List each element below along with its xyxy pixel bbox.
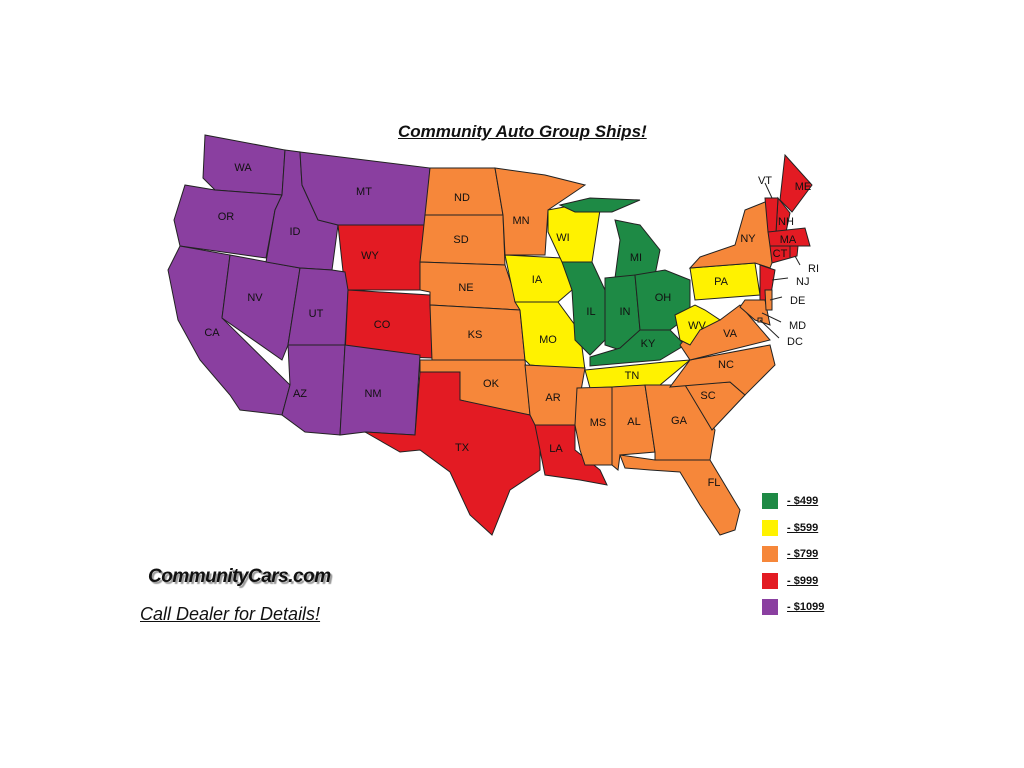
legend-label: - $1099 bbox=[787, 601, 825, 614]
state-label-nh: NH bbox=[778, 216, 794, 228]
state-label-ga: GA bbox=[671, 415, 688, 427]
state-label-ks: KS bbox=[468, 329, 483, 341]
state-label-nv: NV bbox=[247, 292, 263, 304]
state-label-wa: WA bbox=[234, 162, 252, 174]
legend-label: - $999 bbox=[787, 574, 819, 587]
state-label-mo: MO bbox=[539, 334, 557, 346]
leader-line-de bbox=[769, 296, 783, 301]
state-label-ct: CT bbox=[773, 248, 788, 260]
legend-swatch-orange bbox=[762, 546, 778, 563]
legend-swatch-yellow bbox=[762, 519, 778, 536]
legend-label: - $799 bbox=[787, 548, 819, 561]
state-label-nj: NJ bbox=[796, 276, 809, 288]
state-fl bbox=[619, 454, 741, 536]
state-label-ri: RI bbox=[808, 263, 819, 275]
state-label-me: ME bbox=[795, 181, 812, 193]
legend-label: - $599 bbox=[787, 521, 819, 534]
state-wy bbox=[337, 224, 426, 291]
state-label-sd: SD bbox=[453, 234, 468, 246]
state-label-mi: MI bbox=[630, 252, 642, 264]
state-label-ok: OK bbox=[483, 378, 500, 390]
state-label-nm: NM bbox=[364, 388, 381, 400]
legend-label: - $499 bbox=[787, 495, 819, 508]
state-label-ny: NY bbox=[740, 233, 756, 245]
state-mn bbox=[494, 167, 587, 256]
state-label-vt: VT bbox=[758, 175, 772, 187]
legend-swatch-purple bbox=[762, 599, 778, 616]
state-label-wv: WV bbox=[688, 320, 706, 332]
leader-line-ri bbox=[794, 255, 801, 266]
state-tn bbox=[584, 359, 692, 389]
state-label-nc: NC bbox=[718, 359, 734, 371]
leader-line-vt bbox=[764, 182, 773, 199]
state-il bbox=[561, 261, 606, 356]
legend-item-599: - $599 bbox=[762, 515, 824, 542]
state-label-ne: NE bbox=[458, 282, 473, 294]
state-label-tn: TN bbox=[625, 370, 640, 382]
state-wv bbox=[674, 304, 721, 346]
legend-item-499: - $499 bbox=[762, 488, 824, 515]
legend-swatch-red bbox=[762, 572, 778, 589]
legend-item-799: - $799 bbox=[762, 541, 824, 568]
state-label-az: AZ bbox=[293, 388, 307, 400]
legend-item-1099: - $1099 bbox=[762, 594, 824, 621]
state-mi bbox=[614, 219, 661, 279]
state-label-sc: SC bbox=[700, 390, 715, 402]
state-ri bbox=[789, 245, 799, 259]
map-title: Community Auto Group Ships! bbox=[398, 122, 647, 141]
state-label-ma: MA bbox=[780, 234, 797, 246]
state-ma bbox=[767, 227, 811, 247]
state-label-ca: CA bbox=[204, 327, 220, 339]
state-label-ky: KY bbox=[641, 338, 656, 350]
state-label-ut: UT bbox=[309, 308, 324, 320]
call-dealer-text: Call Dealer for Details! bbox=[140, 604, 321, 624]
state-label-la: LA bbox=[549, 443, 563, 455]
leader-line-dc bbox=[759, 319, 780, 339]
state-label-wy: WY bbox=[361, 250, 379, 262]
community-cars-logo: CommunityCars.com bbox=[148, 566, 331, 587]
state-ky bbox=[589, 329, 686, 367]
state-label-oh: OH bbox=[655, 292, 672, 304]
state-label-in: IN bbox=[620, 306, 631, 318]
state-de bbox=[764, 289, 773, 311]
state-label-id: ID bbox=[290, 226, 301, 238]
price-legend: - $499 - $599 - $799 - $999 - $1099 bbox=[762, 488, 824, 621]
state-tx bbox=[364, 371, 541, 536]
state-label-dc: DC bbox=[787, 336, 803, 348]
state-ia bbox=[504, 254, 573, 303]
state-label-fl: FL bbox=[708, 477, 721, 489]
state-label-nd: ND bbox=[454, 192, 470, 204]
state-label-ms: MS bbox=[590, 417, 607, 429]
state-la bbox=[534, 424, 608, 486]
legend-item-999: - $999 bbox=[762, 568, 824, 595]
state-ny bbox=[688, 199, 776, 269]
state-label-tx: TX bbox=[455, 442, 470, 454]
state-label-de: DE bbox=[790, 295, 805, 307]
state-label-va: VA bbox=[723, 328, 738, 340]
state-az bbox=[281, 344, 346, 436]
state-label-pa: PA bbox=[714, 276, 729, 288]
state-label-il: IL bbox=[586, 306, 595, 318]
state-label-co: CO bbox=[374, 319, 391, 331]
state-label-mt: MT bbox=[356, 186, 372, 198]
state-label-al: AL bbox=[627, 416, 640, 428]
leader-line-md bbox=[761, 312, 782, 323]
state-label-wi: WI bbox=[556, 232, 569, 244]
state-label-ar: AR bbox=[545, 392, 560, 404]
legend-swatch-green bbox=[762, 493, 778, 510]
leader-line-nj bbox=[771, 277, 789, 281]
state-label-ia: IA bbox=[532, 274, 543, 286]
state-nc bbox=[668, 344, 776, 396]
state-label-or: OR bbox=[218, 211, 235, 223]
state-label-md: MD bbox=[789, 320, 806, 332]
state-label-mn: MN bbox=[512, 215, 529, 227]
state-me bbox=[779, 153, 813, 213]
state-mi bbox=[558, 197, 641, 213]
